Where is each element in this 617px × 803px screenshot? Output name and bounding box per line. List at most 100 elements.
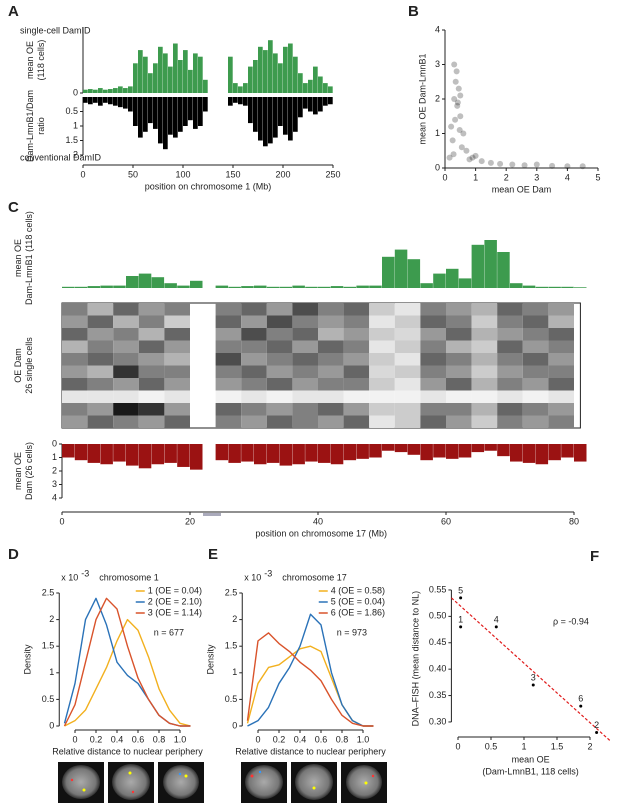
heatmap-cell — [522, 315, 549, 328]
n-label: n = 677 — [154, 627, 184, 637]
bar — [93, 97, 98, 103]
heatmap-cell — [113, 315, 139, 328]
x-tick-label: 80 — [569, 516, 579, 526]
heatmap-cell — [241, 378, 267, 391]
bar — [228, 444, 241, 463]
point — [451, 96, 458, 102]
bar — [173, 43, 178, 93]
heatmap-cell — [138, 415, 165, 428]
heatmap-cell — [522, 303, 549, 316]
x-tick-label: 0.4 — [111, 734, 124, 744]
bar — [328, 86, 333, 93]
bar — [243, 97, 248, 106]
heatmap-cell — [420, 315, 446, 328]
heatmap-cell — [113, 328, 139, 341]
y-tick-label: 1 — [49, 667, 54, 677]
bar — [113, 88, 118, 93]
y-tick-label: 4 — [52, 492, 57, 502]
heatmap-cell — [292, 365, 318, 378]
bar — [305, 444, 318, 462]
y-tick-label: 0 — [232, 720, 237, 730]
y-axis-label: OE Dam — [13, 348, 23, 383]
heatmap-cell — [471, 340, 498, 353]
x-tick-label: 200 — [275, 169, 290, 179]
bar — [123, 97, 128, 109]
heatmap-cell — [548, 365, 574, 378]
chart-title: chromosome 17 — [282, 572, 347, 582]
heatmap-cell — [113, 353, 139, 366]
bar — [163, 53, 168, 93]
bar — [497, 444, 510, 457]
bar — [133, 63, 138, 93]
annotation: single-cell DamID — [20, 25, 91, 35]
bar — [233, 97, 238, 103]
bar — [292, 285, 305, 288]
bar — [103, 97, 108, 103]
heatmap-cell — [87, 390, 114, 403]
density-line — [63, 597, 191, 727]
point — [450, 151, 457, 158]
heatmap-cell — [318, 390, 344, 403]
heatmap-cell — [113, 340, 139, 353]
heatmap-cell — [241, 365, 267, 378]
heatmap-cell — [62, 415, 88, 428]
point — [454, 102, 461, 109]
heatmap-cell — [164, 403, 190, 416]
heatmap-cell — [87, 315, 114, 328]
x-tick-label: 5 — [595, 172, 600, 182]
heatmap-cell — [318, 403, 344, 416]
point — [466, 156, 473, 163]
bar — [293, 97, 298, 132]
panel-letter: F — [590, 548, 599, 565]
y-tick-label: 0.5 — [225, 694, 238, 704]
bar — [323, 97, 328, 106]
heatmap-cell — [471, 378, 498, 391]
point — [494, 625, 498, 629]
heatmap-cell — [215, 415, 242, 428]
point — [533, 161, 540, 168]
heatmap-cell — [420, 378, 446, 391]
heatmap-cell — [548, 353, 574, 366]
bar — [266, 444, 280, 463]
bar — [163, 97, 168, 150]
heatmap-cell — [215, 340, 242, 353]
annotation: ρ = -0.94 — [553, 616, 589, 626]
heatmap-cell — [548, 378, 574, 391]
heatmap-cell — [241, 415, 267, 428]
y-tick-label: 0.40 — [429, 664, 447, 674]
heatmap-cell — [266, 365, 293, 378]
x-axis-label: Relative distance to nuclear periphery — [52, 746, 203, 756]
bar — [292, 444, 305, 465]
bar — [382, 256, 395, 288]
panel-letter: B — [408, 3, 419, 20]
bar — [308, 97, 313, 112]
heatmap-cell — [548, 315, 574, 328]
scale-exponent: -3 — [264, 568, 272, 578]
heatmap-cell — [318, 378, 344, 391]
bar — [313, 66, 318, 93]
bar — [100, 285, 113, 288]
bar — [510, 283, 523, 288]
heatmap-cell — [62, 340, 88, 353]
x-tick-label: 0 — [80, 169, 85, 179]
microscopy-images — [58, 762, 387, 803]
bar — [88, 89, 93, 93]
heatmap-cell — [266, 390, 293, 403]
bar — [98, 97, 103, 106]
heatmap-cell — [471, 403, 498, 416]
bar — [303, 97, 308, 109]
legend-label: 3 (OE = 1.14) — [148, 607, 202, 617]
heatmap-cell — [292, 390, 318, 403]
bar — [279, 444, 293, 466]
x-axis-label: (Dam-LmnB1, 118 cells) — [482, 766, 578, 776]
bar — [138, 97, 143, 138]
bar — [87, 286, 101, 288]
scale-label: x 10 — [244, 572, 261, 582]
heatmap-cell — [215, 365, 242, 378]
heatmap-cell — [446, 378, 472, 391]
heatmap-cell — [497, 340, 523, 353]
heatmap-cell — [292, 328, 318, 341]
heatmap-cell — [548, 303, 574, 316]
heatmap-cell — [266, 415, 293, 428]
bar — [228, 97, 233, 106]
